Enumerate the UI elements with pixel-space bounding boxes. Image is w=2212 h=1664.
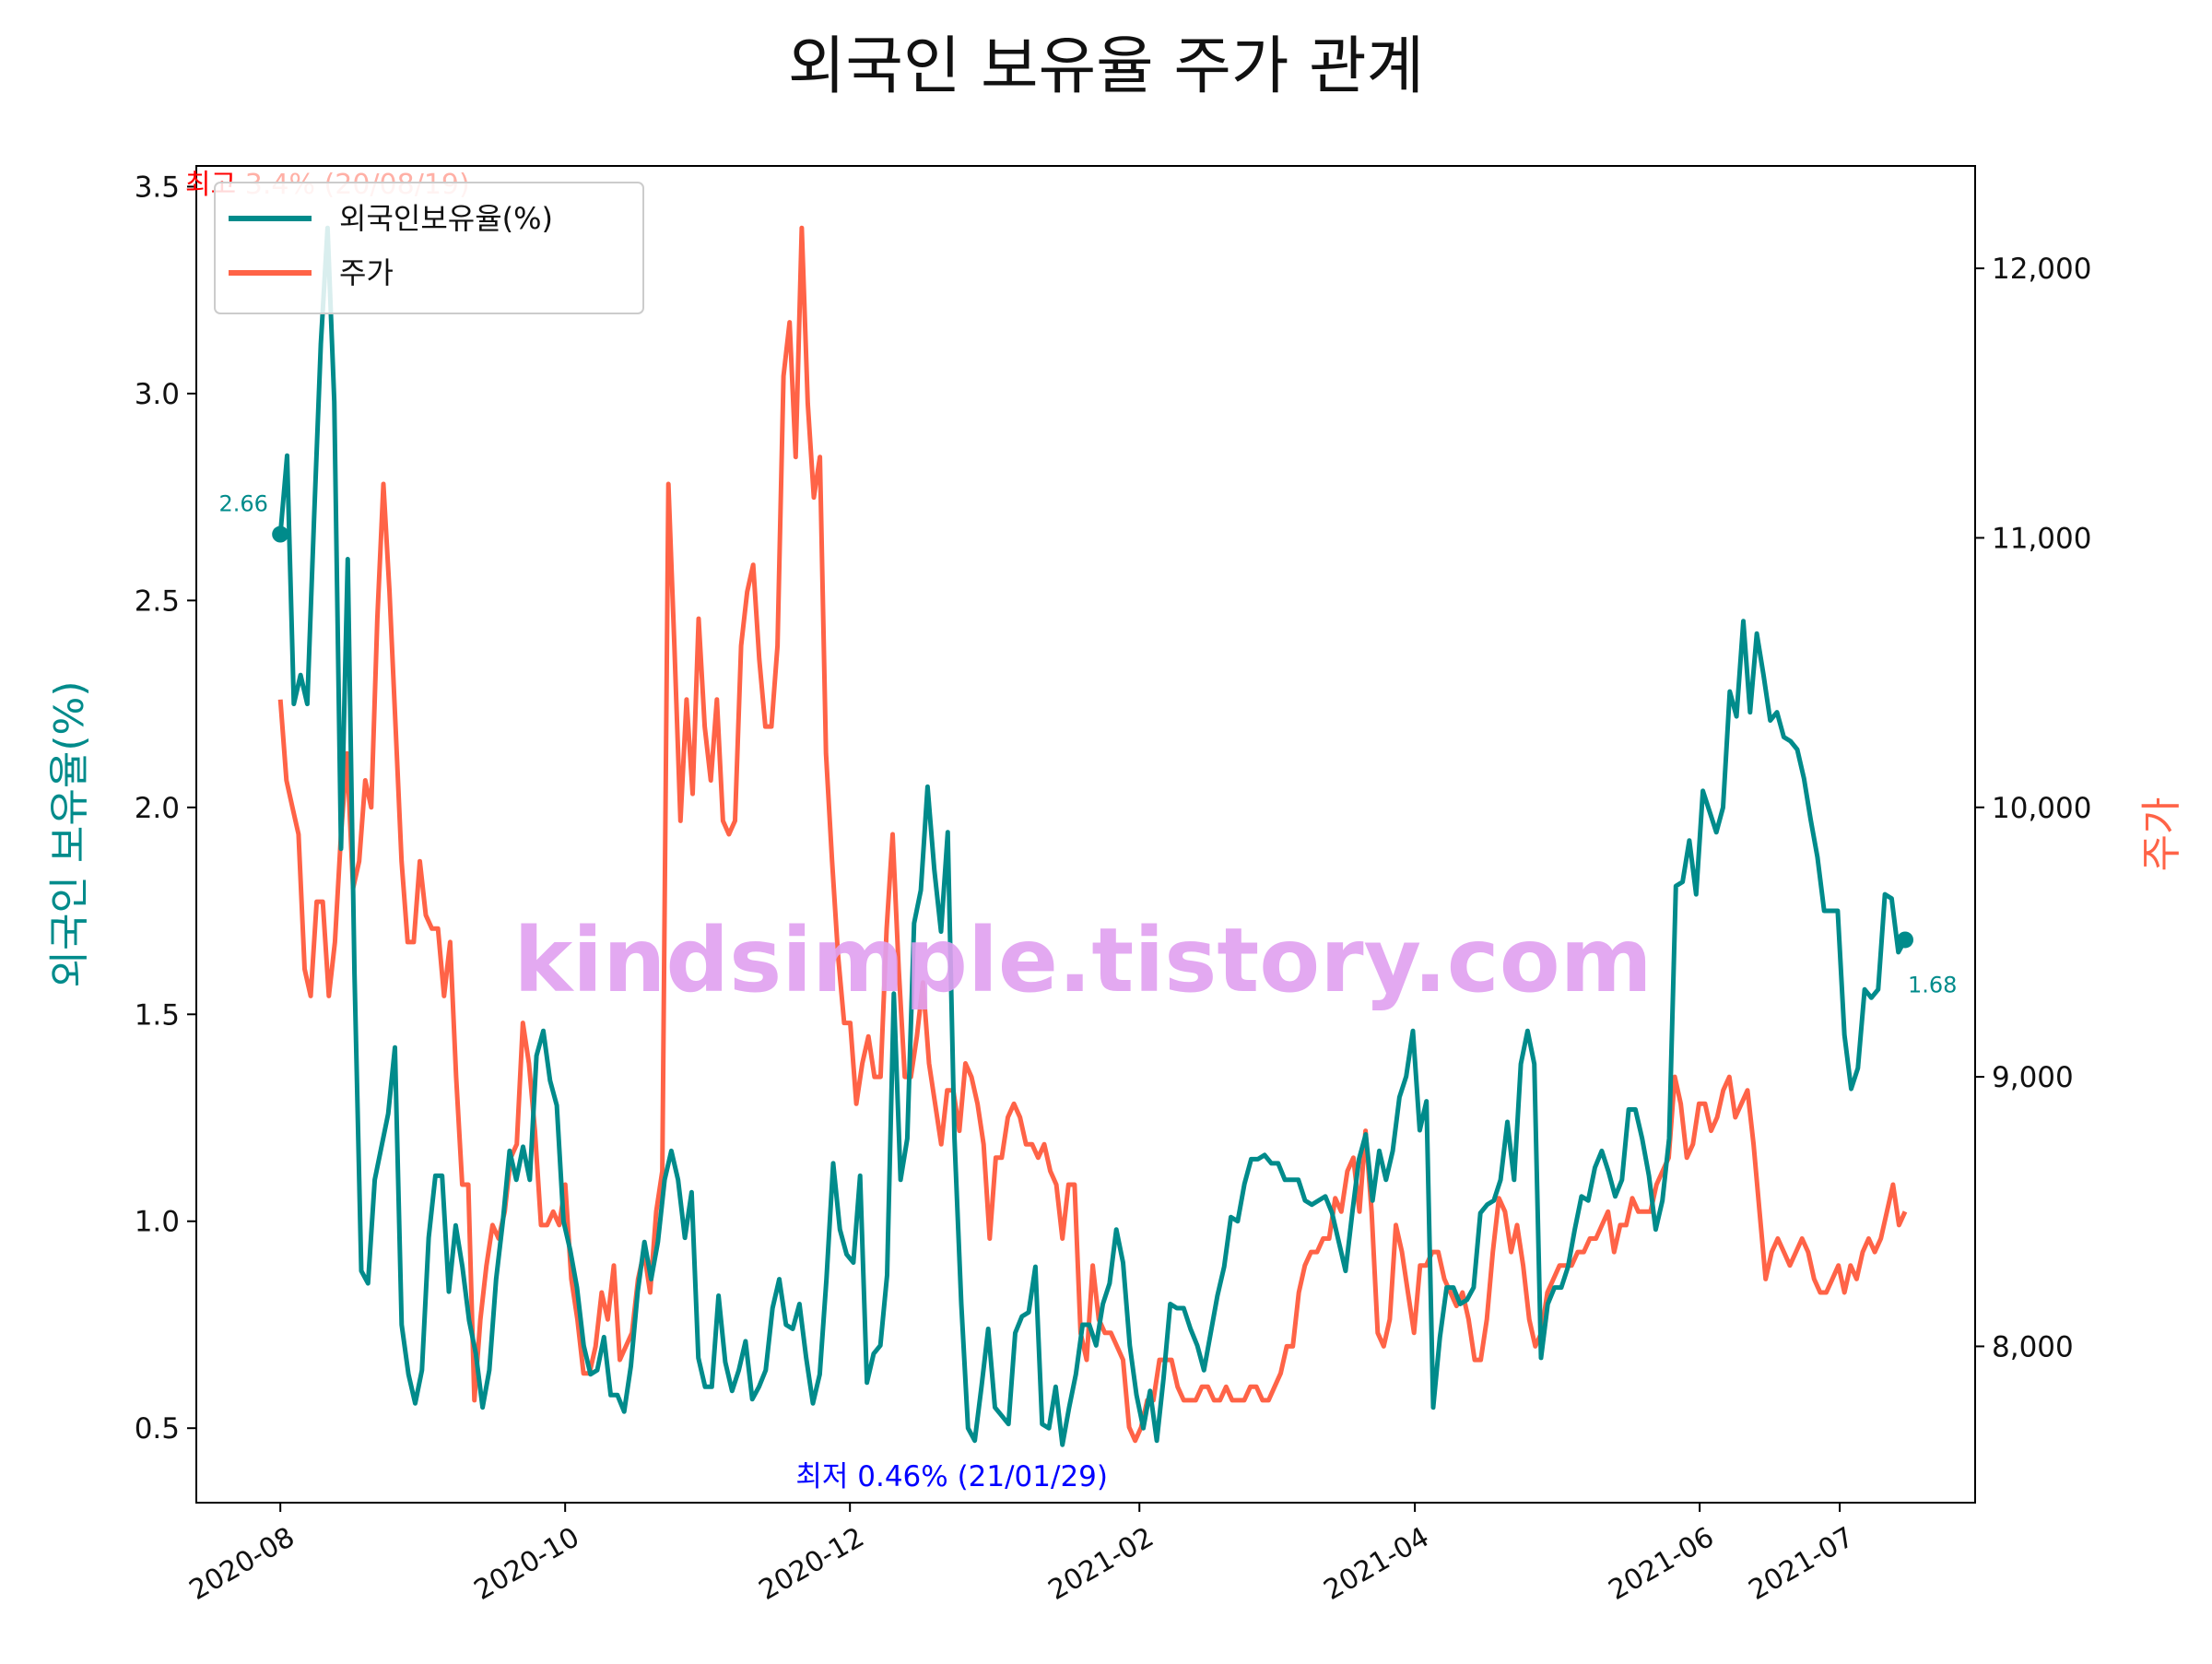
x-tick-label: 2021-07 [1744,1521,1860,1607]
y-right-tick-label: 11,000 [1992,522,2091,555]
annotation-layer: 최고 3.4% (20/08/19)최저 0.46% (21/01/29)2.6… [185,169,1957,1493]
y-left-tick-label: 2.5 [135,584,180,618]
end-value-label: 1.68 [1908,972,1957,997]
x-tick-label: 2020-12 [754,1521,870,1607]
legend-label-price: 주가 [339,255,394,290]
legend-label-ownership: 외국인보유율(%) [339,201,553,236]
x-tick-label: 2020-08 [184,1521,300,1607]
series-layer [272,225,1914,1447]
x-tick-label: 2021-06 [1604,1521,1720,1607]
y-left-tick-label: 1.5 [135,998,180,1032]
y-left-axis-label: 외국인 보유율(%) [46,680,93,987]
x-axis-ticks: 2020-08 2020-10 2020-12 2021-02 2021-04 2021-… [184,1503,1860,1607]
y-right-tick-label: 12,000 [1992,253,2091,286]
y-right-axis-ticks: 8,000 9,000 10,000 11,000 12,000 [1975,253,2091,1363]
y-left-tick-label: 2.0 [135,792,180,825]
series-line-ownership [277,225,1908,1447]
y-right-tick-label: 8,000 [1992,1330,2074,1363]
legend: 외국인보유율(%) 주가 [214,182,644,314]
x-tick-label: 2021-02 [1043,1521,1159,1607]
series-line-price [277,225,1908,1444]
y-right-axis-label: 주가 [2138,797,2185,872]
watermark-text: kindsimple.tistory.com [513,909,1652,1012]
start-value-label: 2.66 [218,491,267,517]
y-left-tick-label: 0.5 [135,1412,180,1446]
legend-frame [214,182,644,314]
x-tick-label: 2021-04 [1319,1521,1435,1607]
y-left-tick-label: 3.5 [135,171,180,204]
y-left-axis-ticks: 0.5 1.0 1.5 2.0 2.5 3.0 3.5 [135,171,196,1446]
x-tick-label: 2020-10 [469,1521,585,1607]
y-left-tick-label: 3.0 [135,378,180,411]
min-annotation: 최저 0.46% (21/01/29) [795,1460,1108,1493]
y-right-tick-label: 10,000 [1992,792,2091,825]
y-right-tick-label: 9,000 [1992,1061,2074,1094]
plot-area [195,165,1976,1504]
end-point-marker [1897,931,1914,949]
start-point-marker [272,525,289,543]
y-left-tick-label: 1.0 [135,1206,180,1239]
chart-title: 외국인 보유율 주가 관계 [788,30,1424,103]
